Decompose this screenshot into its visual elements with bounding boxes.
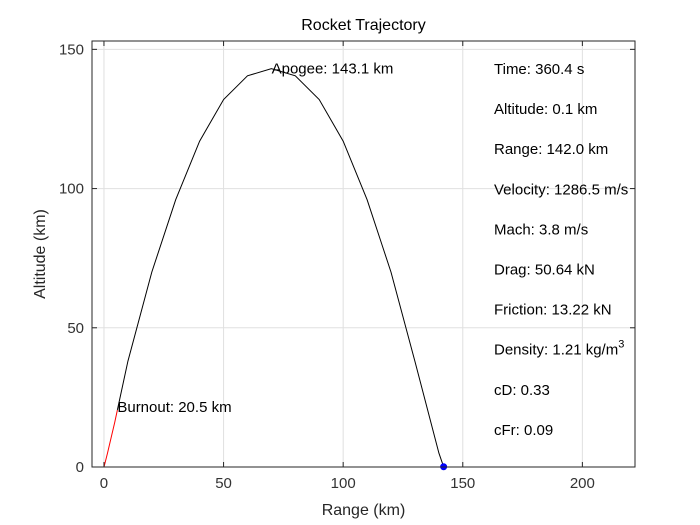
stat-cfr: cFr: 0.09 [494, 422, 553, 439]
stat-time: Time: 360.4 s [494, 61, 584, 78]
apogee-annotation: Apogee: 143.1 km [272, 61, 394, 78]
y-tick-label: 150 [59, 41, 84, 58]
burnout-annotation: Burnout: 20.5 km [117, 399, 231, 416]
stat-cd: cD: 0.33 [494, 382, 550, 399]
stat-range: Range: 142.0 km [494, 141, 608, 158]
chart-title: Rocket Trajectory [301, 17, 425, 34]
stat-drag: Drag: 50.64 kN [494, 262, 595, 279]
y-tick-label: 50 [67, 320, 84, 337]
stat-friction: Friction: 13.22 kN [494, 302, 612, 319]
stat-mach: Mach: 3.8 m/s [494, 221, 588, 238]
stat-density: Density: 1.21 kg/m3 [494, 339, 624, 359]
stat-altitude: Altitude: 0.1 km [494, 101, 597, 118]
plot-area [92, 41, 635, 467]
stat-density-superscript: 3 [618, 339, 624, 351]
burn-phase-line [103, 409, 118, 468]
x-tick-label: 200 [570, 475, 595, 492]
y-axis-label: Altitude (km) [32, 209, 49, 299]
x-axis-label: Range (km) [322, 502, 406, 519]
y-tick-label: 100 [59, 181, 84, 198]
y-tick-label: 0 [76, 459, 84, 476]
axis-ticks: 0 50 100 150 200 0 50 100 150 [59, 41, 635, 492]
x-tick-label: 50 [215, 475, 232, 492]
coast-phase-line [116, 68, 445, 467]
x-tick-label: 0 [100, 475, 108, 492]
axes-box [91, 40, 636, 468]
stats-panel: Time: 360.4 s Altitude: 0.1 km Range: 142.… [494, 61, 628, 439]
trajectory-series [103, 68, 445, 468]
stat-velocity: Velocity: 1286.5 m/s [494, 181, 628, 198]
x-tick-label: 100 [331, 475, 356, 492]
x-tick-label: 150 [450, 475, 475, 492]
